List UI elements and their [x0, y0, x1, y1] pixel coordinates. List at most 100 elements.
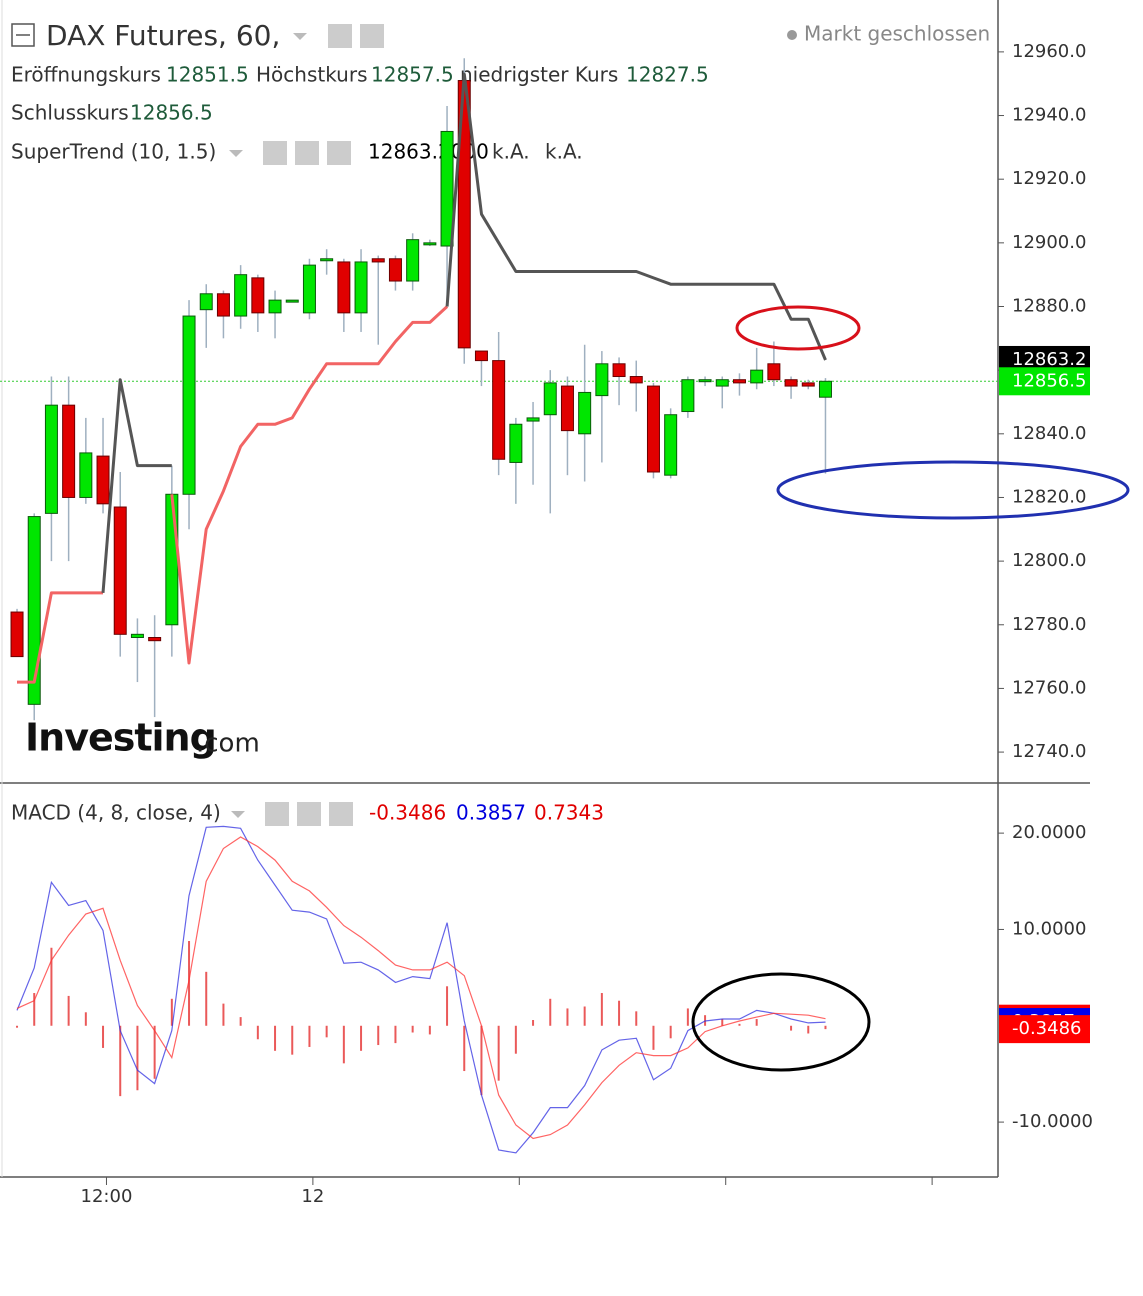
candle-body [423, 242, 437, 246]
candle-body [509, 423, 523, 463]
candle-body [130, 633, 144, 639]
candle-body [79, 452, 93, 498]
collapse-icon[interactable] [11, 23, 35, 47]
ohlc-label: niedrigster Kurs [460, 63, 618, 87]
candle-body [234, 274, 248, 317]
candle-body [165, 493, 179, 626]
ohlc-value: 12827.5 [626, 63, 709, 87]
gear-icon[interactable] [297, 802, 321, 826]
candle-body [698, 379, 712, 383]
candle-body [27, 516, 41, 705]
macd-line [16, 836, 826, 1140]
y-tick-label: 20.0000 [1012, 822, 1086, 843]
annotation-ellipse [735, 305, 861, 351]
candle-body [492, 360, 506, 460]
dropdown-icon[interactable] [229, 150, 243, 157]
dropdown-icon[interactable] [293, 33, 307, 40]
supertrend-line [101, 72, 827, 594]
candle-body [595, 363, 609, 397]
gear-icon[interactable] [295, 141, 319, 165]
candle-body [182, 315, 196, 495]
chart-title: DAX Futures, 60, [46, 19, 280, 52]
candle-body [578, 391, 592, 435]
y-tick-label: 12900.0 [1012, 232, 1086, 253]
y-tick-label: 12880.0 [1012, 295, 1086, 316]
candle-body [285, 299, 299, 303]
status-dot [787, 30, 797, 40]
dropdown-icon[interactable] [231, 811, 245, 818]
candle-body [664, 414, 678, 476]
y-tick-label: 12940.0 [1012, 105, 1086, 126]
y-tick-label: 12840.0 [1012, 423, 1086, 444]
candle-body [216, 293, 230, 317]
candle-body [62, 404, 76, 498]
candle-body [646, 385, 660, 473]
candle-body [10, 611, 24, 658]
candle-body [715, 379, 729, 387]
candle-body [543, 382, 557, 416]
y-tick-label: 12740.0 [1012, 741, 1086, 762]
candle-body [612, 363, 626, 378]
eye-icon[interactable] [265, 802, 289, 826]
watermark-brand: Investing [25, 716, 216, 760]
candle-body [750, 369, 764, 384]
price-label-box [999, 1015, 1090, 1044]
candle-body [320, 258, 334, 262]
eye-icon[interactable] [263, 141, 287, 165]
supertrend-line [17, 305, 449, 684]
candle-body [801, 382, 815, 387]
candle-body [371, 258, 385, 263]
candle-body [199, 293, 213, 311]
ohlc-value: 12857.5 [371, 63, 454, 87]
y-tick-label: 12780.0 [1012, 614, 1086, 635]
y-tick-label: 10.0000 [1012, 918, 1086, 939]
candle-body [440, 130, 454, 247]
price-label-box [999, 367, 1090, 396]
candle-body [96, 455, 110, 505]
x-tick-label: 12 [301, 1186, 324, 1207]
signal-value: 0.7343 [534, 801, 604, 825]
candle-body [818, 380, 832, 398]
candle-body [681, 379, 695, 413]
candle-body [406, 239, 420, 282]
macd-hist-value: -0.3486 [369, 801, 446, 825]
candle-body [354, 261, 368, 314]
marks: 12960.012940.012920.012900.012880.012860… [0, 41, 1093, 1207]
macd-name: MACD (4, 8, close, 4) [11, 801, 221, 825]
watermark-suffix: .com [196, 729, 260, 759]
y-tick-label: 12920.0 [1012, 168, 1086, 189]
y-tick-label: -10.0000 [1012, 1111, 1093, 1132]
candle-body [526, 417, 540, 422]
ohlc-label: Höchstkurs [256, 63, 368, 87]
price-label: 12856.5 [1012, 370, 1086, 391]
y-tick-label: 12800.0 [1012, 550, 1086, 571]
candle-body [560, 385, 574, 432]
candle-body [767, 363, 781, 381]
candle-body [148, 637, 162, 642]
y-tick-label: 12960.0 [1012, 41, 1086, 62]
candle-body [113, 506, 127, 635]
candle-body [388, 258, 402, 282]
candle-body [732, 379, 746, 384]
eye-icon[interactable] [328, 24, 352, 48]
gear-icon[interactable] [360, 24, 384, 48]
market-status: Markt geschlossen [804, 22, 990, 46]
y-tick-label: 12760.0 [1012, 677, 1086, 698]
ohlc-label: Eröffnungskurs [11, 63, 161, 87]
indicator-value: k.A. [492, 140, 530, 164]
close-icon[interactable] [327, 141, 351, 165]
annotation-ellipse [691, 972, 871, 1072]
candle-body [337, 261, 351, 314]
indicator-name: SuperTrend (10, 1.5) [11, 140, 216, 164]
candle-body [302, 264, 316, 314]
close-icon[interactable] [329, 802, 353, 826]
candle-body [784, 379, 798, 387]
candle-body [268, 299, 282, 314]
candle-body [44, 404, 58, 514]
candle-body [629, 376, 643, 384]
indicator-value: 12863.2000 [368, 140, 489, 164]
ohlc-label: Schlusskurs [11, 101, 129, 125]
candle-body [474, 350, 488, 362]
ohlc-value: 12856.5 [130, 101, 213, 125]
